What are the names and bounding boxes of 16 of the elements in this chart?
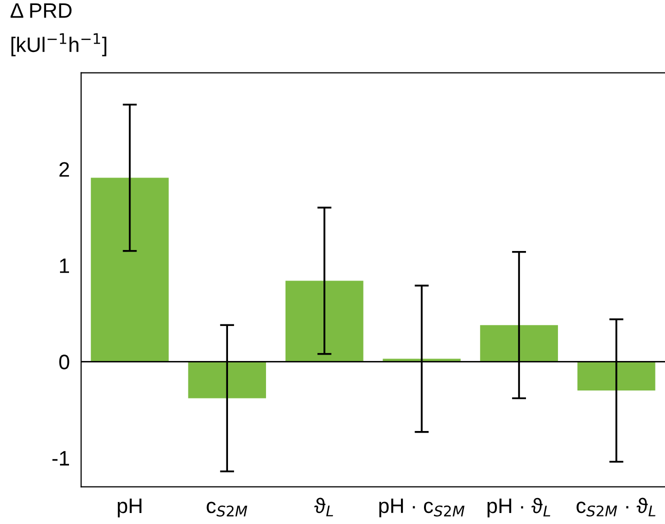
y-tick-label: -1	[52, 451, 70, 466]
x-tick-label: c$_{S2M}$ · ϑ$_{L}$	[576, 498, 656, 517]
bar	[285, 280, 364, 362]
x-tick-label: pH	[118, 498, 142, 518]
bar	[90, 178, 169, 362]
x-tick-label: pH · c$_{S2M}$	[379, 498, 464, 518]
x-tick-label: ϑ$_{L}$	[314, 498, 334, 516]
y-axis-title: Δ PRD [kUl$^{−1}$h$^{−1}$]	[10, 3, 106, 56]
bar	[577, 362, 656, 391]
y-tick-label: 2	[59, 162, 69, 177]
x-tick-label: pH · ϑ$_{L}$	[488, 498, 550, 518]
x-tick-label: c$_{S2M}$	[206, 502, 248, 517]
y-tick-label: 1	[60, 258, 70, 273]
bar	[480, 325, 558, 362]
bar	[188, 362, 266, 398]
y-tick-label: 0	[59, 354, 70, 370]
